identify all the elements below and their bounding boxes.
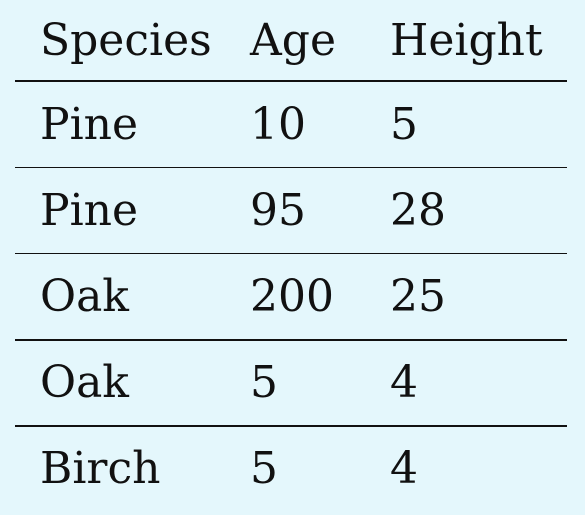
group-divider	[15, 339, 567, 341]
cell-age: 5	[250, 443, 278, 494]
cell-species: Pine	[40, 185, 139, 236]
cell-height: 4	[390, 357, 418, 408]
cell-age: 95	[250, 185, 306, 236]
row-divider	[15, 167, 567, 168]
table-header-row: Species Age Height	[15, 0, 567, 82]
cell-height: 5	[390, 99, 418, 150]
cell-species: Birch	[40, 443, 161, 494]
cell-species: Oak	[40, 271, 129, 322]
cell-age: 200	[250, 271, 334, 322]
data-table: Species Age Height Pine 10 5 Pine 95 28 …	[15, 0, 567, 512]
table-row: Pine 10 5	[15, 82, 567, 168]
table-row: Birch 5 4	[15, 426, 567, 512]
group-divider	[15, 425, 567, 427]
cell-age: 10	[250, 99, 306, 150]
table-row: Pine 95 28	[15, 168, 567, 254]
header-rule	[15, 80, 567, 82]
cell-species: Pine	[40, 99, 139, 150]
cell-age: 5	[250, 357, 278, 408]
cell-height: 28	[390, 185, 446, 236]
cell-height: 4	[390, 443, 418, 494]
header-age: Age	[250, 15, 336, 66]
table-row: Oak 200 25	[15, 254, 567, 340]
header-height: Height	[390, 15, 543, 66]
header-species: Species	[40, 15, 212, 66]
cell-height: 25	[390, 271, 446, 322]
table-row: Oak 5 4	[15, 340, 567, 426]
row-divider	[15, 253, 567, 254]
cell-species: Oak	[40, 357, 129, 408]
